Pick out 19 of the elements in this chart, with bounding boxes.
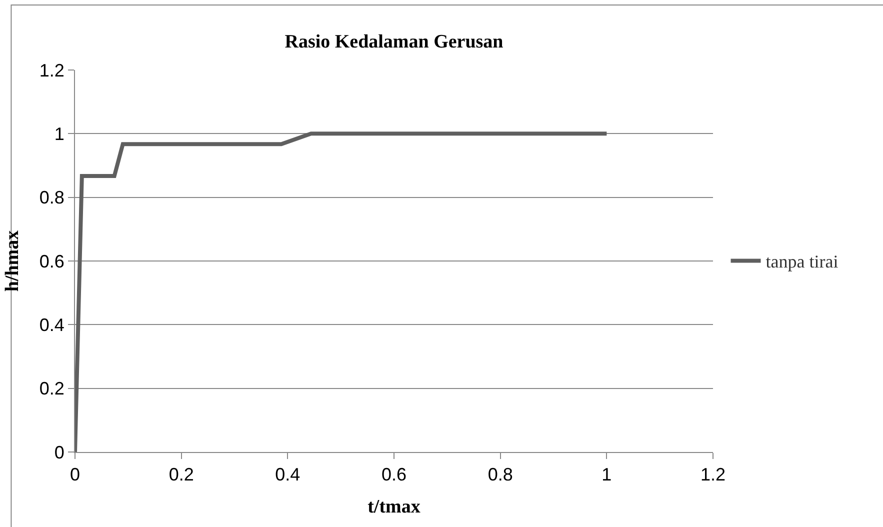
x-tick-label: 1 [602, 464, 612, 485]
line-series [75, 132, 609, 452]
x-tick-label: 0.6 [381, 464, 407, 485]
x-tick-label: 0.2 [168, 464, 194, 485]
legend-label: tanpa tirai [766, 252, 838, 272]
y-axis-title: h/hmax [2, 230, 24, 292]
x-tick-label: 0.8 [488, 464, 513, 485]
x-tick-label: 1.2 [700, 464, 726, 485]
x-axis-title: t/tmax [368, 496, 421, 518]
y-tick-label: 0.8 [39, 188, 64, 208]
y-tick-label: 0 [54, 442, 64, 462]
y-tick-label: 1 [54, 124, 64, 144]
y-tick-label: 0.4 [39, 314, 64, 335]
y-tick-label: 0.6 [39, 251, 64, 272]
chart-title: Rasio Kedalaman Gerusan [284, 32, 504, 53]
y-tick-label: 1.2 [39, 60, 64, 80]
x-tick-label: 0.4 [275, 464, 300, 485]
x-tick-label: 0 [70, 464, 80, 485]
y-tick-label: 0.2 [39, 378, 64, 399]
